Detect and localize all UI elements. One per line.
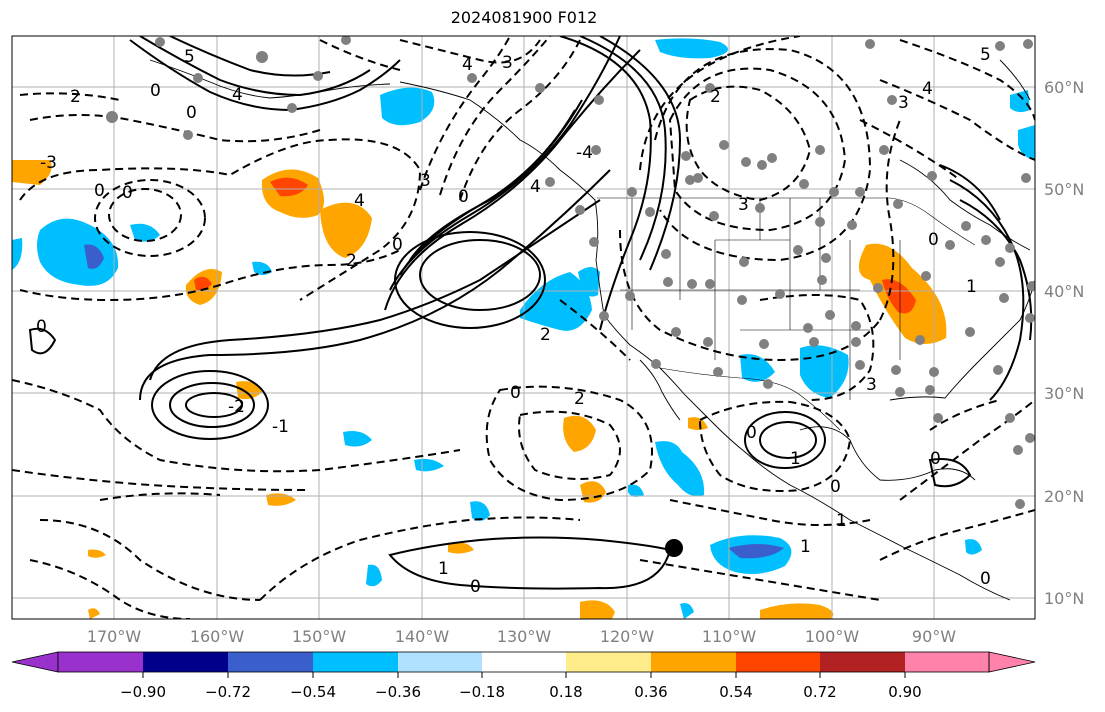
svg-text:0: 0	[746, 423, 757, 443]
svg-text:140°W: 140°W	[395, 627, 450, 646]
svg-text:2: 2	[574, 389, 585, 409]
svg-text:170°W: 170°W	[87, 627, 142, 646]
svg-text:2: 2	[346, 251, 357, 271]
svg-text:4: 4	[462, 55, 473, 75]
svg-text:0: 0	[186, 103, 197, 123]
svg-text:0: 0	[930, 449, 941, 469]
coastlines	[149, 59, 1035, 601]
colorbar-extend-low	[11, 651, 59, 673]
station-dots	[106, 36, 1035, 509]
svg-text:20°N: 20°N	[1044, 487, 1084, 506]
longitude-labels: 170°W 160°W 150°W 140°W 130°W 120°W 110°…	[87, 627, 956, 646]
svg-text:0.72: 0.72	[803, 683, 836, 701]
svg-text:1: 1	[966, 277, 977, 297]
contour-labels: 0 0 -2 -1 0 2 2 -4 4 3 0 4 2 0 2 -3 5 4 …	[36, 45, 991, 597]
svg-text:100°W: 100°W	[805, 627, 860, 646]
contours-solid	[28, 36, 1033, 590]
svg-text:3: 3	[502, 53, 513, 73]
svg-text:1: 1	[438, 559, 449, 579]
colorbar: −0.90 −0.72 −0.54 −0.36 −0.18 0.18 0.36 …	[11, 651, 1036, 701]
map-content: 0 0 -2 -1 0 2 2 -4 4 3 0 4 2 0 2 -3 5 4 …	[12, 36, 1035, 619]
svg-text:150°W: 150°W	[292, 627, 347, 646]
svg-text:0: 0	[980, 569, 991, 589]
svg-text:0: 0	[928, 230, 939, 250]
svg-text:−0.72: −0.72	[205, 683, 251, 701]
svg-text:-3: -3	[40, 153, 57, 173]
svg-text:5: 5	[980, 45, 991, 65]
svg-text:0: 0	[122, 183, 133, 203]
colorbar-extend-high	[988, 651, 1036, 673]
svg-text:0.54: 0.54	[719, 683, 752, 701]
map-title: 2024081900 F012	[450, 8, 598, 27]
svg-text:40°N: 40°N	[1044, 282, 1084, 301]
svg-text:−0.54: −0.54	[290, 683, 336, 701]
svg-text:30°N: 30°N	[1044, 384, 1084, 403]
colorbar-tick-labels: −0.90 −0.72 −0.54 −0.36 −0.18 0.18 0.36 …	[120, 683, 922, 701]
svg-text:3: 3	[898, 93, 909, 113]
shading-positive	[12, 160, 947, 619]
svg-text:4: 4	[922, 79, 933, 99]
svg-text:4: 4	[232, 85, 243, 105]
svg-text:1: 1	[790, 449, 801, 469]
svg-text:1: 1	[800, 537, 811, 557]
svg-text:50°N: 50°N	[1044, 180, 1084, 199]
svg-text:0.36: 0.36	[634, 683, 667, 701]
svg-text:3: 3	[420, 171, 431, 191]
svg-text:0: 0	[830, 477, 841, 497]
svg-text:0: 0	[94, 181, 105, 201]
svg-text:1: 1	[836, 511, 847, 531]
svg-text:110°W: 110°W	[702, 627, 757, 646]
shading-negative	[12, 38, 1035, 619]
svg-text:120°W: 120°W	[600, 627, 655, 646]
map-frame	[11, 35, 1036, 620]
svg-text:−0.36: −0.36	[375, 683, 421, 701]
svg-text:60°N: 60°N	[1044, 78, 1084, 97]
svg-text:2: 2	[540, 325, 551, 345]
svg-text:0: 0	[470, 577, 481, 597]
svg-text:-4: -4	[576, 143, 593, 163]
svg-text:−0.18: −0.18	[459, 683, 505, 701]
storm-position-marker	[665, 539, 683, 557]
svg-text:−0.90: −0.90	[120, 683, 166, 701]
svg-text:0: 0	[392, 235, 403, 255]
svg-text:4: 4	[530, 177, 541, 197]
contours-dashed	[12, 36, 1035, 619]
svg-text:5: 5	[184, 47, 195, 67]
svg-text:3: 3	[738, 195, 749, 215]
svg-text:160°W: 160°W	[190, 627, 245, 646]
svg-text:0: 0	[36, 317, 47, 337]
svg-text:-1: -1	[272, 417, 289, 437]
svg-text:0: 0	[458, 187, 469, 207]
svg-text:0.90: 0.90	[888, 683, 921, 701]
latitude-labels: 60°N 50°N 40°N 30°N 20°N 10°N	[1044, 78, 1084, 608]
svg-text:0: 0	[150, 81, 161, 101]
svg-text:3: 3	[866, 375, 877, 395]
svg-text:10°N: 10°N	[1044, 589, 1084, 608]
svg-text:-2: -2	[228, 397, 245, 417]
svg-text:2: 2	[710, 87, 721, 107]
svg-text:0: 0	[510, 383, 521, 403]
svg-text:2: 2	[70, 87, 81, 107]
svg-text:4: 4	[354, 191, 365, 211]
svg-text:90°W: 90°W	[912, 627, 956, 646]
svg-text:0.18: 0.18	[549, 683, 582, 701]
svg-text:130°W: 130°W	[497, 627, 552, 646]
